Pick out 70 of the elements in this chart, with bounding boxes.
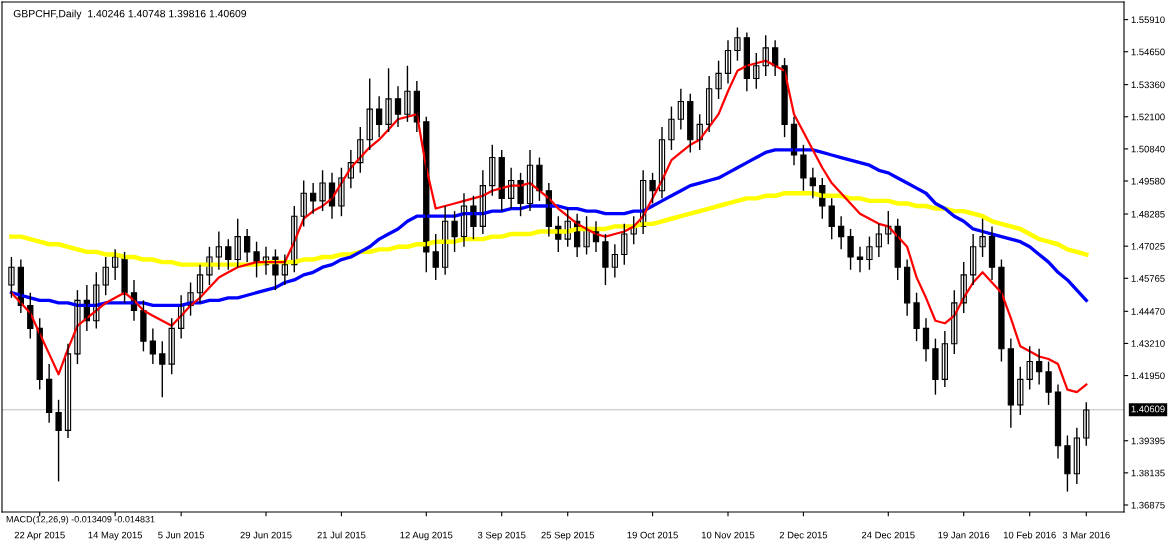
candlestick: [734, 26, 741, 62]
y-tick-label: 1.53360: [1131, 81, 1165, 89]
candlestick: [715, 59, 722, 100]
x-tick-label: 10 Feb 2016: [1003, 531, 1056, 539]
candlestick: [300, 179, 307, 228]
candlestick: [621, 223, 628, 266]
text: GBPCHF,Daily 1.40246 1.40748 1.39816 1.40609: [13, 9, 247, 20]
y-tick-label: 1.55910: [1131, 16, 1165, 24]
x-tick-label: 19 Jan 2016: [938, 531, 990, 539]
x-tick-label: 12 Aug 2015: [400, 531, 453, 541]
candlestick: [866, 235, 873, 271]
y-tick-label: 1.39395: [1131, 437, 1165, 445]
candlestick: [159, 340, 166, 398]
candlestick: [385, 67, 392, 133]
candlestick: [225, 238, 232, 271]
x-tick-label: 14 May 2015: [88, 531, 143, 541]
x-tick-label: 5 Jun 2015: [158, 531, 205, 539]
candlestick: [55, 399, 62, 483]
y-tick-label: 1.54650: [1131, 48, 1165, 56]
x-tick-label: 3 Mar 2016: [1062, 531, 1110, 539]
x-tick-label: 3 Sep 2015: [477, 531, 526, 541]
candlestick: [753, 52, 760, 90]
y-tick-label: 1.52100: [1131, 113, 1165, 121]
y-tick-label: 1.49580: [1131, 177, 1165, 185]
candlestick: [404, 65, 411, 123]
y-tick-label: 1.48285: [1131, 210, 1165, 218]
candlestick: [234, 218, 241, 268]
x-tick-label: 24 Dec 2015: [861, 531, 915, 539]
candlestick: [319, 169, 326, 212]
candlestick: [1083, 401, 1090, 447]
y-tick-label: 1.50840: [1131, 145, 1165, 153]
candlestick: [432, 233, 439, 281]
text: MACD(12,26,9) -0.013409 -0.014831: [6, 515, 155, 525]
candlestick: [366, 77, 373, 151]
candlestick: [913, 292, 920, 342]
ref-line-label: 1.40609: [1131, 405, 1165, 413]
x-tick-label: 22 Apr 2015: [14, 531, 65, 541]
candlestick: [979, 218, 986, 258]
x-tick-label: 29 Jun 2015: [240, 531, 292, 539]
y-tick-label: 1.38135: [1131, 469, 1165, 477]
candlestick: [847, 228, 854, 271]
candlestick: [498, 149, 505, 212]
y-tick-label: 1.43210: [1131, 340, 1165, 347]
candlestick: [1017, 365, 1024, 416]
candlestick: [649, 172, 656, 205]
candlestick: [489, 144, 496, 197]
candlestick: [687, 93, 694, 154]
candlestick: [602, 233, 609, 286]
y-tick-label: 1.45765: [1131, 275, 1165, 282]
candlestick: [1064, 434, 1071, 493]
candlestick: [140, 299, 147, 353]
y-tick-label: 1.47025: [1131, 242, 1165, 250]
x-tick-label: 21 Jul 2015: [317, 531, 366, 539]
y-tick-label: 1.44470: [1131, 308, 1165, 315]
candlestick: [668, 105, 675, 151]
x-tick-label: 2 Dec 2015: [779, 531, 828, 539]
candlestick: [800, 144, 807, 192]
candlestick: [1045, 360, 1052, 406]
candlestick: [828, 197, 835, 240]
candlestick: [1026, 345, 1033, 391]
y-tick-label: 1.41950: [1131, 372, 1165, 380]
candlestick: [102, 256, 109, 296]
candlestick: [932, 337, 939, 396]
candlestick: [8, 256, 15, 299]
y-tick-label: 1.36875: [1131, 501, 1165, 509]
x-tick-label: 19 Oct 2015: [627, 531, 678, 539]
x-tick-label: 10 Nov 2015: [701, 531, 755, 539]
candlestick: [168, 317, 175, 375]
candlestick: [451, 210, 458, 253]
x-tick-label: 25 Sep 2015: [541, 531, 595, 541]
